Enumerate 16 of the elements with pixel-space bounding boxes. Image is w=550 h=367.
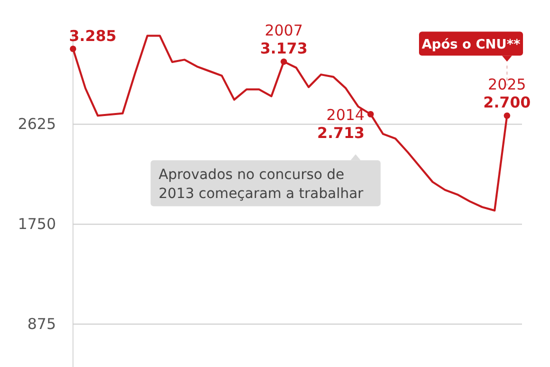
y-tick-label: 2625 — [18, 115, 56, 134]
annotation: Após o CNU** — [422, 38, 520, 53]
annotation: 2014 — [326, 106, 365, 124]
data-label: 2.713 — [317, 124, 365, 142]
y-tick-label: 1750 — [18, 215, 56, 234]
point — [367, 110, 374, 118]
point — [70, 46, 76, 52]
annotation: 2007 — [264, 22, 303, 40]
y-tick-label: 875 — [27, 315, 56, 334]
point — [504, 112, 510, 119]
data-label: 3.173 — [260, 40, 308, 58]
data-label: 2.700 — [483, 94, 531, 112]
annotation: Aprovados no concurso de 2013 começaram a trabalhar — [158, 167, 364, 202]
data-label: 3.285 — [69, 26, 116, 45]
annotation: 2025 — [488, 76, 526, 94]
point — [280, 58, 287, 65]
